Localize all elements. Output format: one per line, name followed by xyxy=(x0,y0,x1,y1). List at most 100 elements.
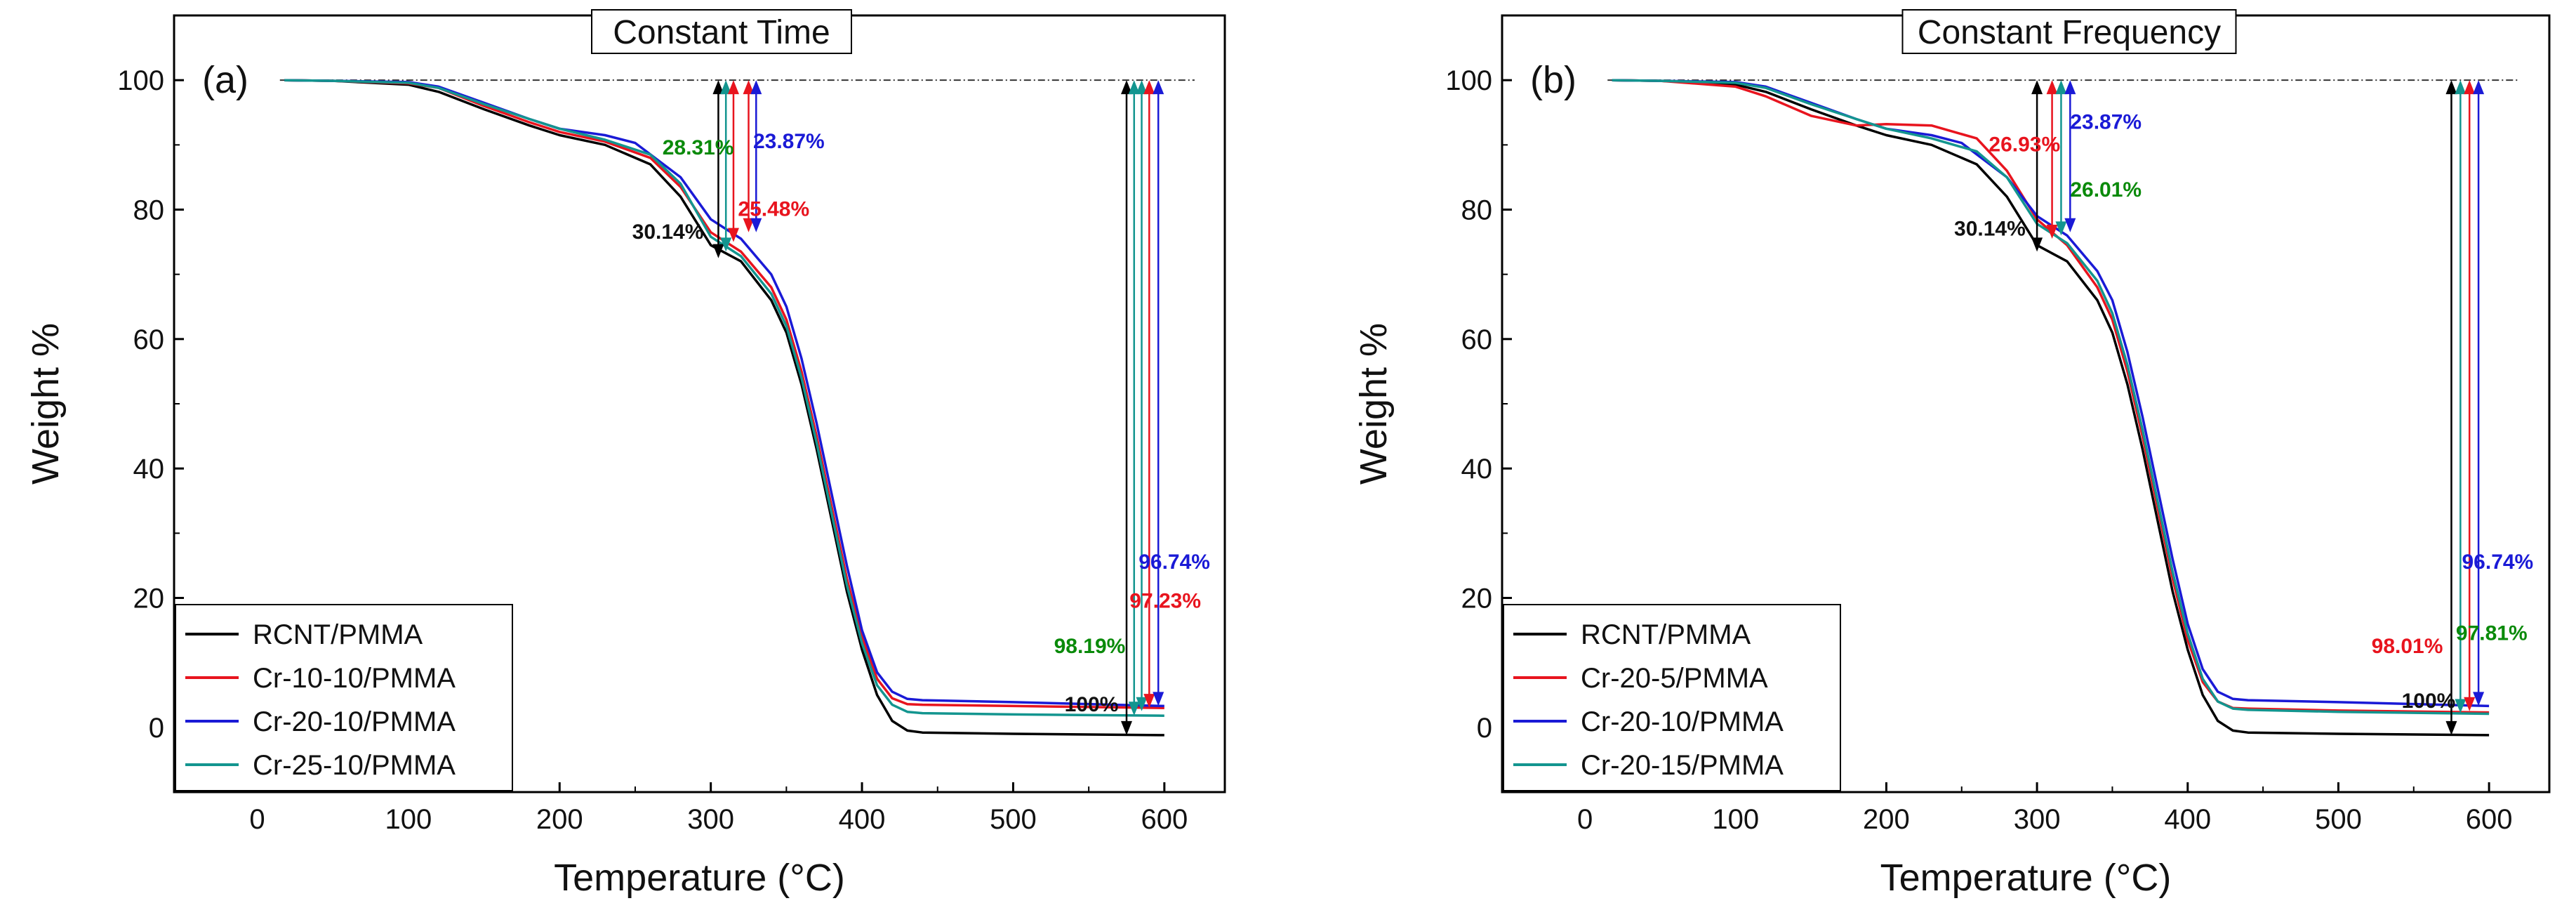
panel-a: 0 100 200 300 400 500 600 0 20 40 60 80 100 Temperatu… xyxy=(25,9,1226,899)
arrow-head-top xyxy=(743,80,755,95)
y-tick-label: 60 xyxy=(1461,324,1493,355)
x-tick-label: 300 xyxy=(2014,804,2061,835)
loss-arrow xyxy=(712,80,724,258)
x-tick-label: 600 xyxy=(2466,804,2513,835)
legend-label: Cr-20-10/PMMA xyxy=(1581,706,1784,737)
annotation-label: 96.74% xyxy=(1138,551,1210,574)
arrow-head-bottom xyxy=(1143,694,1155,709)
annotation-label: 25.48% xyxy=(738,198,809,221)
chart-title: Constant Frequency xyxy=(1918,14,2221,51)
y-tick-label: 20 xyxy=(133,584,165,614)
x-tick-label: 500 xyxy=(990,804,1037,835)
series-line-RCNT/PMMA xyxy=(284,79,1164,737)
x-axis-label: Temperature (°C) xyxy=(1880,857,2172,899)
annotation-label: 28.31% xyxy=(663,136,734,159)
annotation-label: 30.14% xyxy=(632,220,704,244)
y-tick-label: 100 xyxy=(117,65,164,96)
arrow-head-top xyxy=(2445,80,2457,95)
chart-title: Constant Time xyxy=(613,14,830,51)
y-axis-label: Weight % xyxy=(1353,323,1395,485)
arrow-head-bottom xyxy=(2064,218,2076,232)
arrow-head-top xyxy=(727,80,739,95)
legend-label: Cr-10-10/PMMA xyxy=(253,663,456,694)
x-tick-label: 100 xyxy=(1712,804,1759,835)
arrow-head-bottom xyxy=(2031,237,2043,252)
x-tick-label: 0 xyxy=(249,804,265,835)
arrow-head-top xyxy=(2455,80,2467,95)
title-frame xyxy=(1901,9,2237,54)
loss-arrow xyxy=(1143,80,1155,709)
arrow-head-bottom xyxy=(750,218,762,232)
annotation-label: 100% xyxy=(1065,693,1119,716)
legend-label: RCNT/PMMA xyxy=(1581,619,1751,650)
loss-arrow xyxy=(2031,80,2043,252)
arrow-head-top xyxy=(720,80,732,95)
arrow-head-bottom xyxy=(1153,692,1164,706)
arrow-head-bottom xyxy=(2055,221,2067,236)
legend-frame xyxy=(175,604,513,791)
legend-label: Cr-20-10/PMMA xyxy=(253,706,456,737)
annotation-label: 98.01% xyxy=(2372,635,2443,658)
arrow-head-top xyxy=(2473,80,2485,95)
legend-label: Cr-25-10/PMMA xyxy=(253,750,456,781)
title-frame xyxy=(591,9,852,54)
series-line-Cr-20-15/PMMA xyxy=(1612,79,2490,716)
arrow-head-bottom xyxy=(2473,692,2485,706)
y-tick-label: 80 xyxy=(1461,195,1493,226)
x-axis-label: Temperature (°C) xyxy=(554,857,845,899)
arrow-head-top xyxy=(1153,80,1164,95)
y-tick-label: 0 xyxy=(1477,713,1492,744)
loss-arrow xyxy=(1136,80,1148,711)
arrow-head-top xyxy=(2464,80,2476,95)
arrow-head-bottom xyxy=(2445,720,2457,735)
annotation-label: 97.81% xyxy=(2456,621,2528,645)
series-line-RCNT/PMMA xyxy=(1612,79,2490,737)
panel-b: 0 100 200 300 400 500 600 0 20 40 60 80 100 Temperatu… xyxy=(1353,9,2551,899)
arrow-head-top xyxy=(712,80,724,95)
loss-arrow xyxy=(743,80,755,232)
legend: RCNT/PMMA Cr-20-5/PMMA Cr-20-10/PMMA Cr-20-… xyxy=(1503,604,1841,791)
annotation-label: 96.74% xyxy=(2462,551,2533,574)
series-line-Cr-20-10/PMMA xyxy=(284,79,1164,708)
arrow-head-bottom xyxy=(2046,224,2058,239)
loss-arrow xyxy=(2445,80,2457,735)
arrow-head-top xyxy=(1128,80,1140,95)
y-tick-label: 60 xyxy=(133,324,165,355)
loss-arrow xyxy=(2455,80,2467,713)
loss-arrow xyxy=(727,80,739,242)
x-tick-label: 200 xyxy=(536,804,583,835)
series-line-Cr-20-10/PMMA xyxy=(1612,79,2490,708)
legend-label: Cr-20-15/PMMA xyxy=(1581,750,1784,781)
y-tick-label: 20 xyxy=(1461,584,1493,614)
loss-arrow xyxy=(720,80,732,252)
legend-label: Cr-20-5/PMMA xyxy=(1581,663,1768,694)
loss-arrow xyxy=(1128,80,1140,716)
loss-arrow xyxy=(2473,80,2485,706)
arrow-head-top xyxy=(2031,80,2043,95)
arrow-head-top xyxy=(2064,80,2076,95)
series-line-Cr-25-10/PMMA xyxy=(284,79,1164,717)
arrow-head-top xyxy=(1143,80,1155,95)
y-axis-label: Weight % xyxy=(25,323,67,485)
arrow-head-top xyxy=(1120,80,1132,95)
annotation-label: 26.93% xyxy=(1989,133,2060,157)
arrow-head-top xyxy=(2046,80,2058,95)
arrow-head-bottom xyxy=(727,228,739,242)
chart-title-box: Constant Frequency xyxy=(1901,9,2237,54)
series-line-Cr-10-10/PMMA xyxy=(284,79,1164,709)
data-layer xyxy=(279,79,1195,737)
y-tick-label: 100 xyxy=(1445,65,1492,96)
arrow-head-bottom xyxy=(743,218,755,232)
y-tick-label: 0 xyxy=(149,713,164,744)
x-tick-label: 500 xyxy=(2315,804,2362,835)
arrow-head-top xyxy=(750,80,762,95)
arrow-head-bottom xyxy=(712,244,724,258)
x-tick-label: 200 xyxy=(1863,804,1910,835)
loss-arrow xyxy=(2046,80,2058,239)
y-tick-label: 40 xyxy=(1461,454,1493,485)
annotation-label: 23.87% xyxy=(2070,110,2142,133)
loss-arrow xyxy=(1153,80,1164,706)
loss-arrow xyxy=(2464,80,2476,711)
loss-arrow xyxy=(2064,80,2076,232)
